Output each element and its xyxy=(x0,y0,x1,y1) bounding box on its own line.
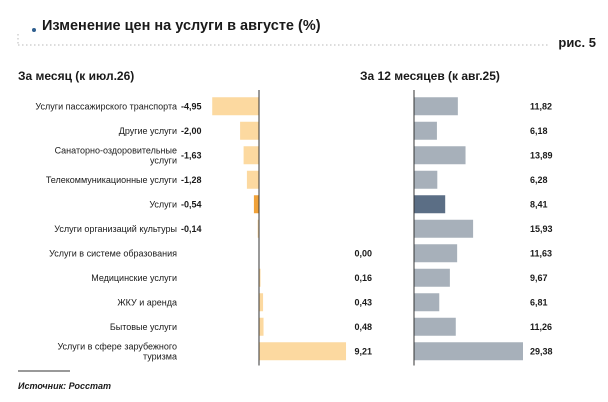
category-label: Услуги в сфере зарубежного туризма xyxy=(57,341,177,361)
annual-bar xyxy=(414,342,523,361)
monthly-bar xyxy=(240,121,259,140)
category-label-line: Медицинские услуги xyxy=(91,273,177,283)
monthly-value-label: -0,54 xyxy=(181,199,202,209)
monthly-value-label: 9,21 xyxy=(354,346,372,356)
category-label-line: Услуги в сфере зарубежного xyxy=(57,341,177,351)
annual-bar xyxy=(414,97,458,116)
monthly-value-label: -4,95 xyxy=(181,101,202,111)
monthly-bar xyxy=(259,317,264,336)
category-label: Услуги пассажирского транспорта xyxy=(35,101,177,111)
monthly-value-label: -2,00 xyxy=(181,126,202,136)
category-label-line: Услуги в системе образования xyxy=(49,248,177,258)
category-label: ЖКУ и аренда xyxy=(117,297,177,307)
category-label-line: Другие услуги xyxy=(119,126,177,136)
category-label: Услуги xyxy=(149,199,177,209)
monthly-value-label: 0,00 xyxy=(354,248,372,258)
category-label-line: Услуги xyxy=(149,199,177,209)
category-label-line: услуги xyxy=(150,155,177,165)
category-label-line: ЖКУ и аренда xyxy=(117,297,177,307)
figure-label: рис. 5 xyxy=(558,35,596,50)
category-label: Услуги в системе образования xyxy=(49,248,177,258)
monthly-panel: -4,95 -2,00 -1,63 -1,28 -0,54 -0,14 0,00 0,16 0,… xyxy=(181,90,372,366)
category-label: Другие услуги xyxy=(119,126,177,136)
annual-value-label: 6,28 xyxy=(530,175,548,185)
annual-panel-title: За 12 месяцев (к авг.25) xyxy=(360,69,500,83)
category-label-line: туризма xyxy=(143,351,177,361)
annual-bar xyxy=(414,121,437,140)
category-label: Бытовые услуги xyxy=(110,322,177,332)
annual-bar xyxy=(414,219,474,238)
category-label-line: Бытовые услуги xyxy=(110,322,177,332)
annual-value-label: 6,18 xyxy=(530,126,548,136)
annual-value-label: 11,82 xyxy=(530,101,552,111)
annual-value-label: 9,67 xyxy=(530,273,548,283)
annual-bar xyxy=(414,195,446,214)
monthly-panel-title: За месяц (к июл.26) xyxy=(18,69,134,83)
annual-value-label: 11,26 xyxy=(530,322,552,332)
monthly-bar xyxy=(246,170,259,189)
monthly-value-label: 0,43 xyxy=(354,297,372,307)
category-label-line: Санаторно-оздоровительные xyxy=(55,145,177,155)
category-labels: Услуги пассажирского транспорта Другие ус… xyxy=(35,101,177,361)
annual-value-label: 13,89 xyxy=(530,150,553,160)
monthly-bar xyxy=(259,268,261,287)
source-note: Источник: Росстат xyxy=(18,381,111,391)
annual-value-label: 6,81 xyxy=(530,297,548,307)
monthly-value-label: -1,63 xyxy=(181,150,202,160)
monthly-bar xyxy=(253,195,259,214)
category-label: Медицинские услуги xyxy=(91,273,177,283)
title-bullet-icon xyxy=(32,28,36,32)
annual-bar xyxy=(414,268,450,287)
annual-bar xyxy=(414,293,440,312)
category-label-line: Телекоммуникационные услуги xyxy=(46,175,177,185)
monthly-bar xyxy=(259,342,347,361)
monthly-bar xyxy=(259,293,264,312)
monthly-value-label: 0,48 xyxy=(354,322,372,332)
category-label-line: Услуги пассажирского транспорта xyxy=(35,101,177,111)
monthly-bar xyxy=(243,146,259,165)
annual-bar xyxy=(414,170,438,189)
annual-value-label: 29,38 xyxy=(530,346,553,356)
category-label-line: Услуги организаций культуры xyxy=(54,224,177,234)
annual-bar xyxy=(414,244,458,263)
monthly-bar xyxy=(212,97,259,116)
category-label: Санаторно-оздоровительные услуги xyxy=(55,145,177,165)
annual-panel: 11,82 6,18 13,89 6,28 8,41 15,93 11,63 9,67 6,81… xyxy=(413,90,553,366)
annual-value-label: 15,93 xyxy=(530,224,553,234)
annual-bar xyxy=(414,317,456,336)
category-label: Услуги организаций культуры xyxy=(54,224,177,234)
category-label: Телекоммуникационные услуги xyxy=(46,175,177,185)
monthly-value-label: 0,16 xyxy=(354,273,372,283)
monthly-value-label: -0,14 xyxy=(181,224,202,234)
annual-value-label: 11,63 xyxy=(530,248,552,258)
annual-bar xyxy=(414,146,466,165)
chart-title: Изменение цен на услуги в августе (%) xyxy=(42,18,321,34)
annual-value-label: 8,41 xyxy=(530,199,548,209)
monthly-bar xyxy=(257,219,260,238)
monthly-value-label: -1,28 xyxy=(181,175,202,185)
